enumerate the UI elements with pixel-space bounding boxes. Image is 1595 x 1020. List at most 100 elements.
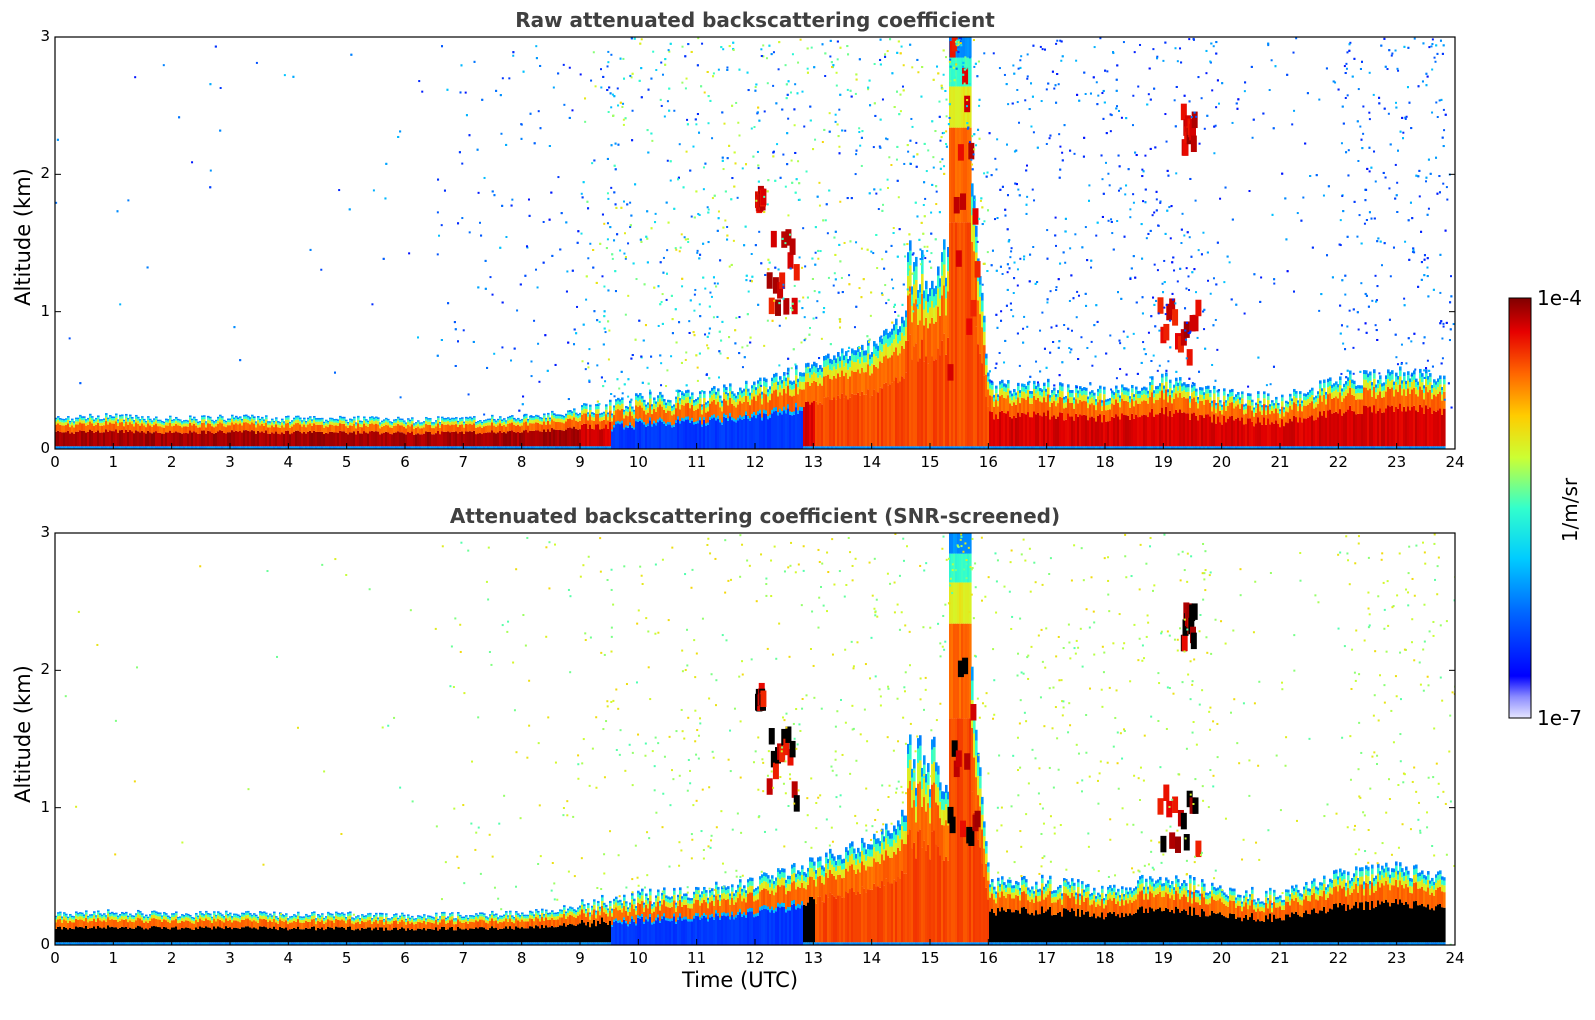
heatmap-cell <box>113 416 116 419</box>
heatmap-cell <box>1411 381 1414 390</box>
heatmap-cell <box>921 250 924 261</box>
heatmap-cell <box>707 403 710 407</box>
heatmap-cell <box>531 420 534 424</box>
heatmap-cell <box>753 389 756 397</box>
heatmap-cell <box>59 431 62 447</box>
heatmap-cell <box>321 419 324 422</box>
heatmap-cell <box>217 446 220 449</box>
heatmap-cell <box>227 418 230 421</box>
heatmap-cell <box>239 416 242 418</box>
heatmap-cell <box>585 413 588 425</box>
cloud-cell <box>789 238 796 255</box>
heatmap-cell <box>1121 384 1124 388</box>
heatmap-cell <box>59 418 62 420</box>
heatmap-cell <box>843 376 846 398</box>
heatmap-cell <box>107 446 110 449</box>
heatmap-cell <box>451 421 454 425</box>
heatmap-cell <box>427 418 430 420</box>
heatmap-cell <box>893 351 896 381</box>
heatmap-cell <box>735 402 738 408</box>
heatmap-cell <box>1305 446 1308 449</box>
noise-speckle <box>535 268 538 271</box>
heatmap-cell <box>1199 387 1202 391</box>
heatmap-cell <box>489 425 492 433</box>
heatmap-cell <box>1051 446 1054 449</box>
heatmap-cell <box>533 417 536 421</box>
heatmap-cell <box>1291 421 1294 447</box>
heatmap-cell <box>829 363 832 370</box>
heatmap-cell <box>1083 387 1086 391</box>
heatmap-cell <box>1403 376 1406 382</box>
heatmap-cell <box>365 432 368 447</box>
heatmap-cell <box>1019 403 1022 417</box>
heatmap-cell <box>557 421 560 430</box>
heatmap-cell <box>941 275 944 296</box>
heatmap-cell <box>485 422 488 426</box>
heatmap-cell <box>1039 388 1042 392</box>
heatmap-cell <box>263 420 266 424</box>
heatmap-cell <box>277 427 280 434</box>
heatmap-cell <box>709 390 712 394</box>
heatmap-cell <box>1013 446 1016 449</box>
heatmap-cell <box>311 419 314 421</box>
heatmap-cell <box>1131 388 1134 393</box>
heatmap-cell <box>351 446 354 449</box>
heatmap-cell <box>1317 394 1320 399</box>
heatmap-cell <box>325 426 328 433</box>
heatmap-cell <box>485 432 488 447</box>
noise-speckle <box>908 291 911 294</box>
heatmap-cell <box>1427 446 1430 449</box>
heatmap-cell <box>909 446 912 449</box>
heatmap-cell <box>1075 446 1078 449</box>
heatmap-cell <box>843 366 846 377</box>
heatmap-cell <box>957 222 960 447</box>
heatmap-cell <box>673 414 676 425</box>
heatmap-cell <box>891 382 894 447</box>
heatmap-cell <box>325 423 328 427</box>
heatmap-cell <box>839 361 842 368</box>
heatmap-cell <box>249 431 252 447</box>
heatmap-cell <box>259 420 262 423</box>
heatmap-cell <box>555 416 558 419</box>
heatmap-cell <box>109 446 112 449</box>
heatmap-cell <box>933 296 936 308</box>
noise-speckle <box>1426 266 1429 269</box>
heatmap-cell <box>1269 409 1272 415</box>
heatmap-cell <box>613 427 616 449</box>
heatmap-cell <box>237 431 240 447</box>
heatmap-cell <box>593 414 596 418</box>
heatmap-cell <box>303 431 306 447</box>
heatmap-cell <box>615 405 618 411</box>
heatmap-cell <box>1313 399 1316 404</box>
heatmap-cell <box>867 446 870 449</box>
heatmap-cell <box>1101 400 1104 403</box>
heatmap-cell <box>1059 396 1062 413</box>
heatmap-cell <box>689 408 692 421</box>
heatmap-cell <box>825 375 828 398</box>
heatmap-cell <box>697 397 700 400</box>
heatmap-cell <box>359 421 362 424</box>
heatmap-cell <box>735 398 738 403</box>
heatmap-cell <box>1171 446 1174 449</box>
heatmap-cell <box>971 446 974 449</box>
heatmap-cell <box>1247 405 1250 419</box>
heatmap-cell <box>333 425 336 433</box>
heatmap-cell <box>277 421 280 423</box>
heatmap-cell <box>747 388 750 392</box>
heatmap-cell <box>1365 374 1368 380</box>
heatmap-cell <box>1255 412 1258 424</box>
heatmap-cell <box>271 432 274 447</box>
heatmap-cell <box>635 421 638 449</box>
heatmap-cell <box>709 393 712 398</box>
heatmap-cell <box>831 399 834 447</box>
heatmap-cell <box>1307 404 1310 418</box>
heatmap-cell <box>1189 398 1192 403</box>
heatmap-cell <box>879 361 882 388</box>
heatmap-cell <box>325 421 328 424</box>
heatmap-cell <box>929 323 932 361</box>
heatmap-cell <box>1421 373 1424 377</box>
heatmap-cell <box>589 414 592 425</box>
heatmap-cell <box>539 418 542 421</box>
heatmap-cell <box>655 401 658 404</box>
heatmap-cell <box>877 345 880 351</box>
